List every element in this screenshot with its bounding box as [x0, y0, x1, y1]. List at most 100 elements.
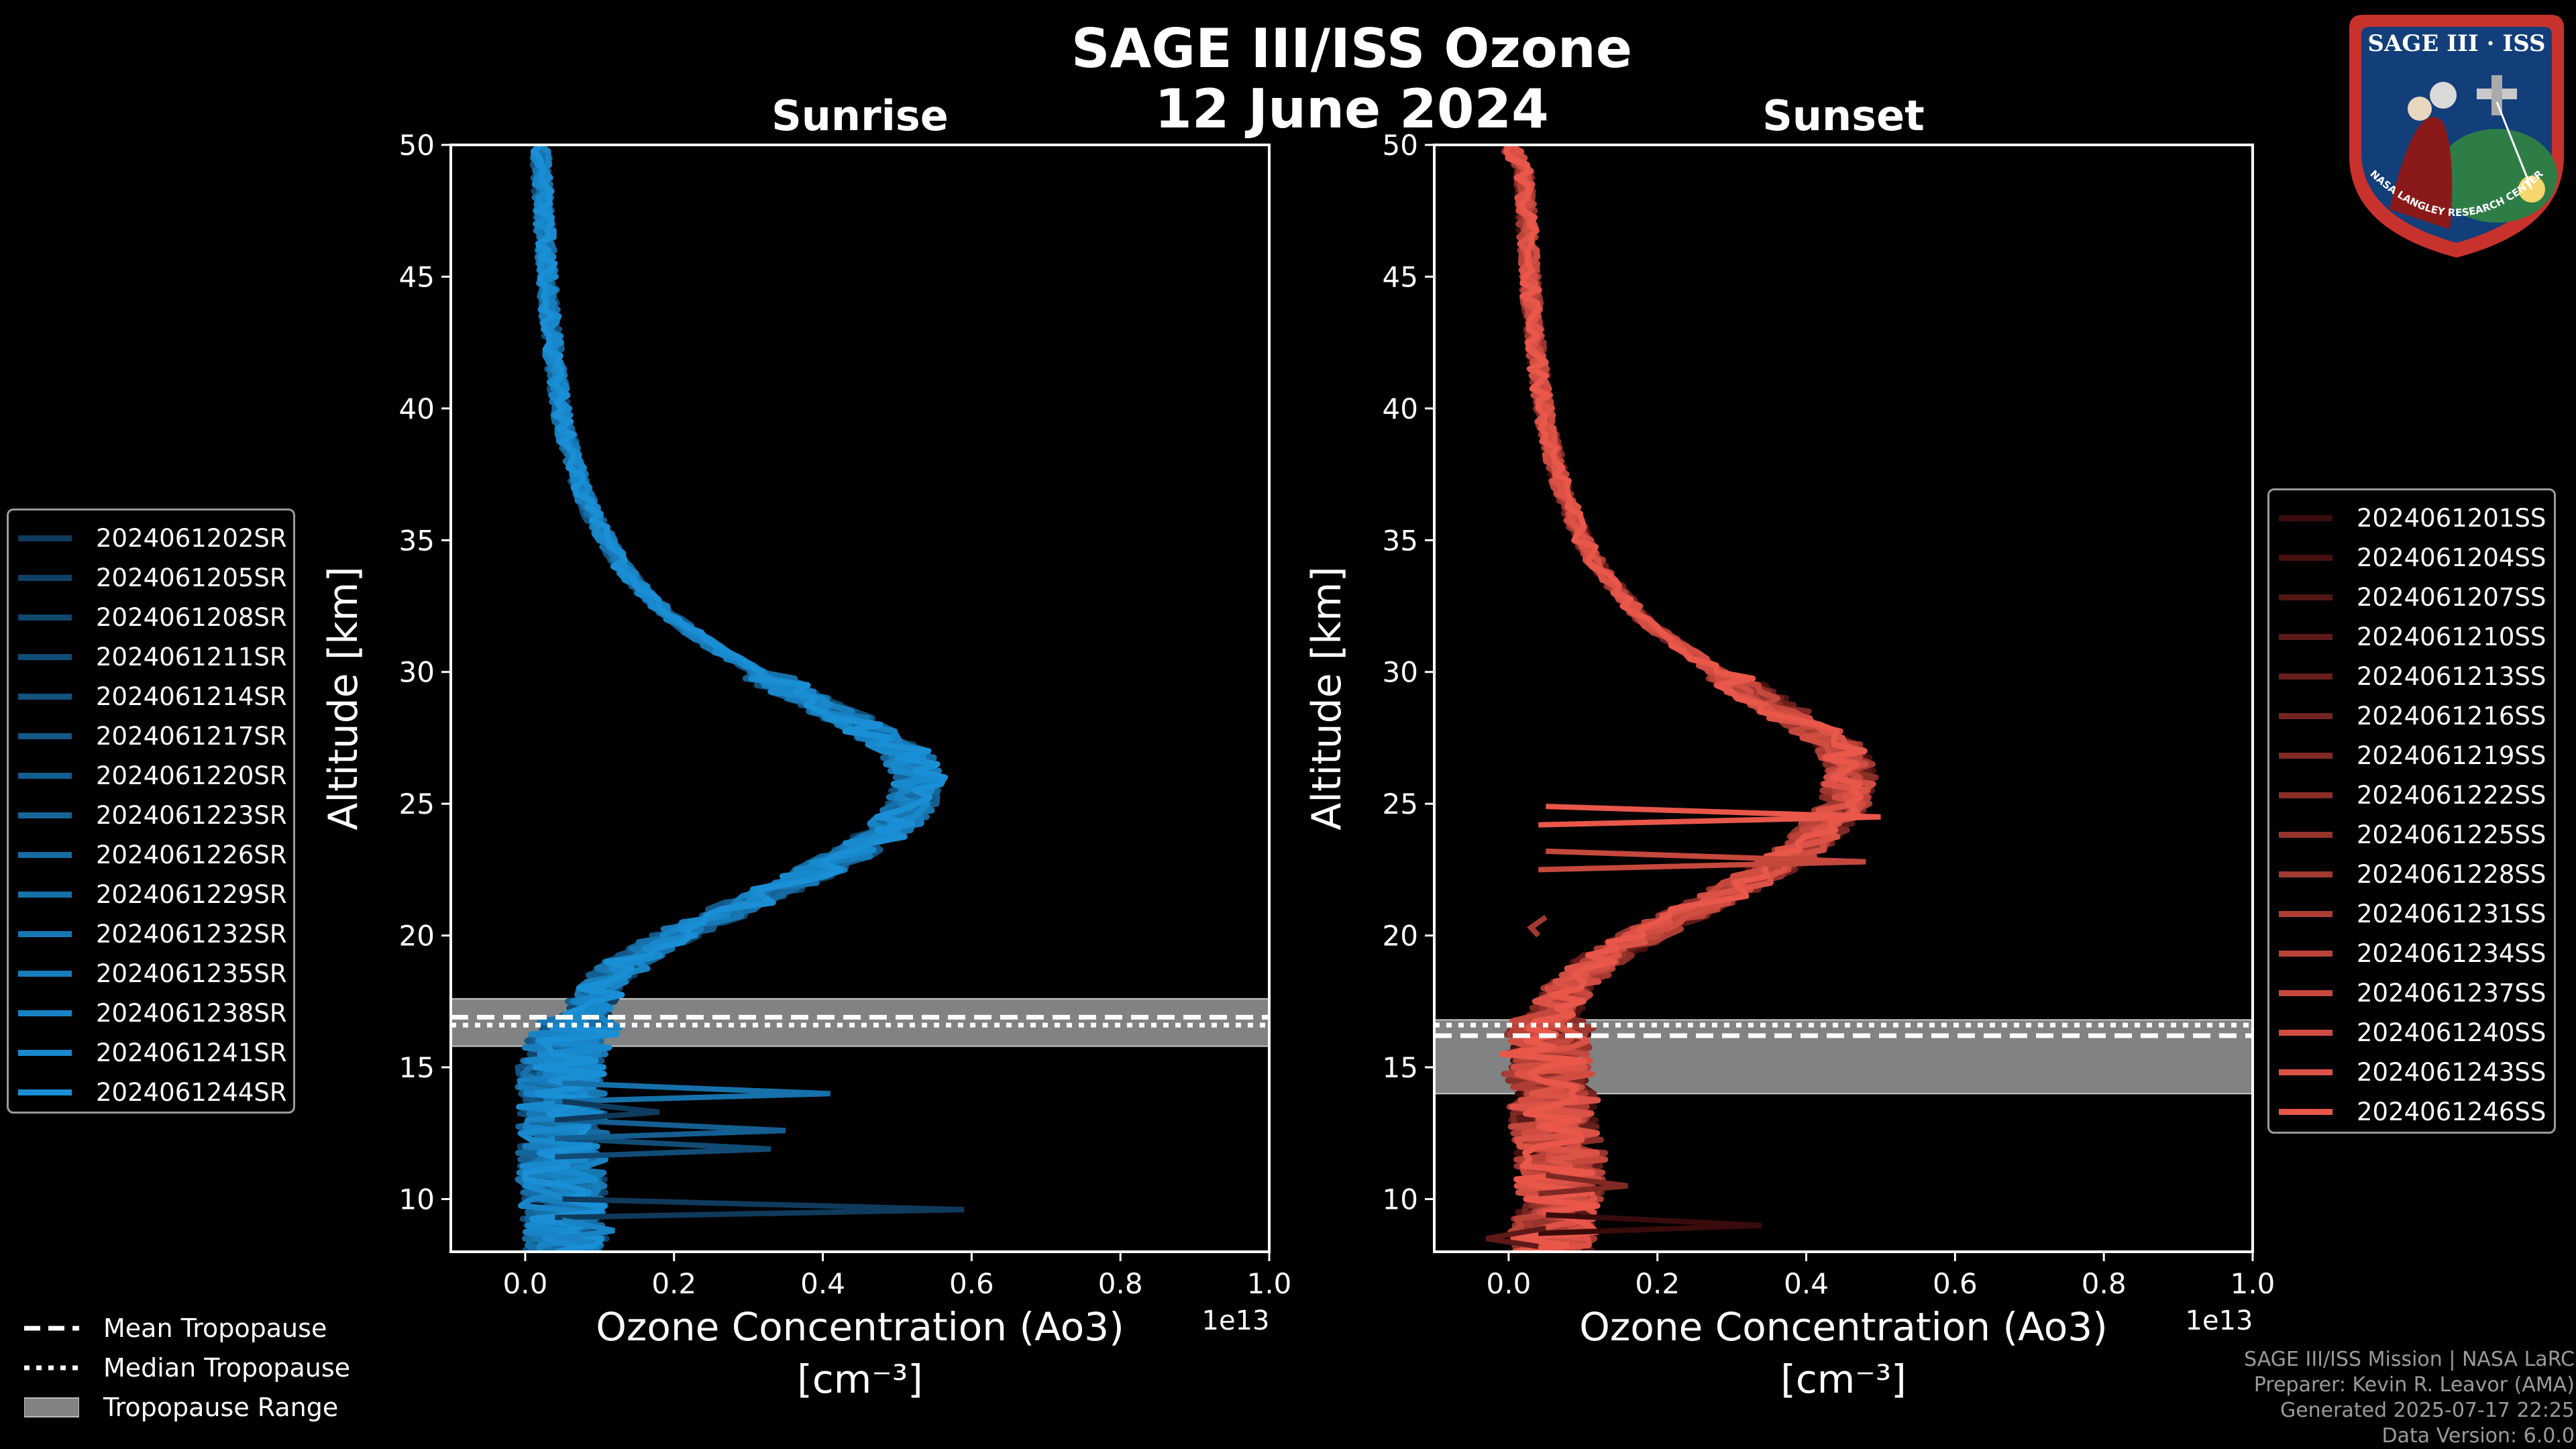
sunrise-profile-spike: [555, 1080, 830, 1105]
sunset-legend-item: 2024061210SS: [2269, 617, 2546, 656]
sunset-legend-item: 2024061243SS: [2269, 1053, 2546, 1091]
sunset-legend-label: 2024061246SS: [2357, 1097, 2546, 1126]
sunset-xtick-label: 0.8: [2082, 1267, 2127, 1300]
line-swatch-icon: [2279, 712, 2332, 719]
sunset-legend-item: 2024061231SS: [2269, 894, 2546, 933]
sunset-panel: Sunset 0.0 0.2 0.4 0.6 0.8 1.0 10 15 20 25 30 35 40 45…: [1303, 91, 2275, 1402]
sunrise-ylabel: Altitude [km]: [320, 566, 367, 830]
sunrise-legend-label: 2024061241SR: [96, 1038, 287, 1067]
dashed-line-icon: [24, 1326, 79, 1331]
legend-range-label: Tropopause Range: [103, 1393, 339, 1422]
sunrise-legend-item: 2024061202SR: [9, 519, 287, 557]
sunrise-legend-label: 2024061229SR: [96, 879, 287, 909]
sunset-legend-label: 2024061228SS: [2357, 859, 2546, 889]
sunrise-ytick-label: 10: [399, 1183, 435, 1216]
sunset-legend-label: 2024061216SS: [2357, 701, 2546, 731]
line-swatch-icon: [2279, 515, 2332, 521]
footer-credits: SAGE III/ISS Mission | NASA LaRC Prepare…: [2244, 1347, 2575, 1449]
sunrise-profile-line: [516, 145, 949, 1252]
sunrise-xlabel-line1: Ozone Concentration (Ao3): [596, 1304, 1124, 1350]
footer-line-version: Data Version: 6.0.0: [2381, 1424, 2575, 1448]
sunrise-panel-title: Sunrise: [771, 91, 949, 140]
sunset-profile-spike: [1527, 914, 1548, 938]
sunset-legend-label: 2024061231SS: [2357, 899, 2546, 928]
line-swatch-icon: [18, 1010, 72, 1016]
line-swatch-icon: [2279, 989, 2332, 996]
sunset-profile-spike: [1538, 1212, 1762, 1236]
sunset-legend-label: 2024061207SS: [2357, 582, 2546, 612]
sunset-legend-label: 2024061210SS: [2357, 622, 2546, 651]
line-swatch-icon: [2279, 554, 2332, 561]
sunset-legend-item: 2024061207SS: [2269, 578, 2546, 616]
line-swatch-icon: [2279, 910, 2332, 917]
line-swatch-icon: [18, 812, 72, 818]
sunrise-legend-label: 2024061223SR: [96, 800, 287, 830]
figure-title-line1: SAGE III/ISS Ozone: [1071, 17, 1633, 80]
sunrise-legend-label: 2024061226SR: [96, 840, 287, 869]
sunrise-legend-item: 2024061217SR: [9, 716, 287, 755]
line-swatch-icon: [2279, 1069, 2332, 1075]
sunset-xlabel-line1: Ozone Concentration (Ao3): [1579, 1304, 2108, 1350]
line-swatch-icon: [18, 891, 72, 898]
gray-band-icon: [24, 1397, 79, 1417]
sunset-xtick-label: 0.0: [1487, 1267, 1532, 1300]
sunset-offset-label: 1e13: [2186, 1305, 2253, 1336]
line-swatch-icon: [18, 733, 72, 739]
sunrise-ytick-label: 40: [399, 392, 435, 425]
sunset-ytick-label: 35: [1383, 524, 1418, 557]
sunset-xtick-label: 0.6: [1933, 1267, 1978, 1300]
sunset-legend-item: 2024061204SS: [2269, 538, 2546, 577]
footer-line-mission: SAGE III/ISS Mission | NASA LaRC: [2244, 1348, 2575, 1371]
sunrise-xlabel-line2: [cm⁻³]: [797, 1356, 923, 1402]
sunset-profile-spike: [1538, 804, 1881, 828]
sunset-legend-item: 2024061216SS: [2269, 696, 2546, 735]
line-swatch-icon: [18, 653, 72, 660]
sunset-ytick-label: 50: [1383, 129, 1418, 162]
sunrise-profile-spike: [555, 1117, 786, 1142]
sunset-xtick-label: 0.2: [1635, 1267, 1680, 1300]
sunrise-xtick-label: 0.6: [949, 1267, 994, 1300]
sunset-legend-item: 2024061201SS: [2269, 498, 2546, 537]
dotted-line-icon: [24, 1365, 79, 1371]
sunrise-profile-spike: [554, 1217, 615, 1242]
sunrise-legend-item: 2024061205SR: [9, 558, 287, 597]
sunset-xtick-label: 0.4: [1784, 1267, 1829, 1300]
sunrise-legend-label: 2024061235SR: [96, 959, 287, 988]
legend-mean-label: Mean Tropopause: [103, 1313, 327, 1343]
figure-title-line2: 12 June 2024: [1155, 78, 1549, 140]
line-swatch-icon: [2279, 633, 2332, 640]
sunrise-xtick-label: 1.0: [1247, 1267, 1292, 1300]
sunrise-legend-item: 2024061241SR: [9, 1033, 287, 1072]
sunset-xtick-label: 1.0: [2231, 1267, 2275, 1300]
sunset-ytick-label: 15: [1383, 1051, 1418, 1084]
sunset-ytick-label: 10: [1383, 1183, 1418, 1216]
sunset-legend-label: 2024061204SS: [2357, 543, 2546, 572]
line-swatch-icon: [2279, 831, 2332, 838]
sunset-legend-label: 2024061240SS: [2357, 1018, 2546, 1047]
sunrise-legend: 2024061202SR 2024061205SR 2024061208SR 2024…: [7, 508, 295, 1114]
sunrise-panel: Sunrise 0.0 0.2 0.4 0.6 0.8 1.0 10 15 20 25 30 35 40 4…: [320, 91, 1291, 1402]
sunrise-ytick-label: 20: [399, 920, 435, 953]
line-swatch-icon: [2279, 1029, 2332, 1036]
sunset-legend-item: 2024061240SS: [2269, 1013, 2546, 1052]
sunrise-xtick-label: 0.4: [800, 1267, 845, 1300]
line-swatch-icon: [18, 930, 72, 937]
sunrise-profile-spike: [554, 1099, 659, 1123]
sunrise-profile-line: [522, 145, 948, 1252]
sunrise-legend-label: 2024061211SR: [96, 642, 287, 672]
line-swatch-icon: [2279, 950, 2332, 957]
sunset-xlabel-line2: [cm⁻³]: [1780, 1356, 1907, 1402]
legend-tropopause-range: Tropopause Range: [24, 1388, 338, 1427]
sunrise-legend-label: 2024061238SR: [96, 998, 287, 1028]
line-swatch-icon: [18, 1089, 72, 1095]
sunset-profile-spike: [1485, 1225, 1547, 1250]
sunrise-legend-label: 2024061214SR: [96, 682, 287, 711]
footer-line-generated: Generated 2025-07-17 22:25: [2279, 1399, 2575, 1422]
sunset-profile-line: [1499, 145, 1868, 1252]
sunset-legend-label: 2024061225SS: [2357, 820, 2546, 849]
sunset-ytick-label: 20: [1383, 920, 1418, 953]
sunrise-ytick-label: 25: [399, 788, 435, 820]
line-swatch-icon: [2279, 792, 2332, 798]
line-swatch-icon: [2279, 871, 2332, 877]
